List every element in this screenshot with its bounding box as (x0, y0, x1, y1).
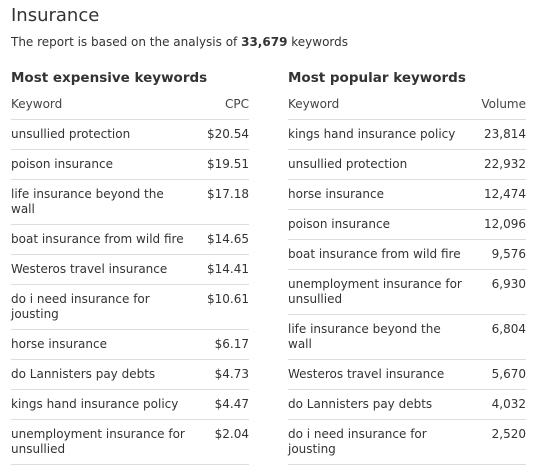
table-row: unsullied protection 22,932 (288, 150, 526, 180)
table-row: horse insurance $6.17 (11, 330, 249, 360)
summary-count: 33,679 (241, 35, 288, 49)
value: $17.18 (207, 187, 249, 201)
keyword: do Lannisters pay debts (288, 397, 433, 411)
summary: The report is based on the analysis of 3… (11, 35, 348, 49)
keyword: do i need insurance for jousting (288, 427, 427, 456)
header-row: Keyword CPC (11, 90, 249, 120)
column-header: Keyword (11, 97, 63, 111)
table-title: Most expensive keywords (11, 70, 208, 86)
table-row: unemployment insurance for unsullied $2.0… (11, 420, 249, 465)
table-row: poison insurance 12,096 (288, 210, 526, 240)
keyword: poison insurance (288, 217, 390, 231)
value: 2,520 (491, 427, 526, 441)
value: 23,814 (484, 127, 526, 141)
keyword: poison insurance (11, 157, 113, 171)
table-row: unsullied protection $20.54 (11, 120, 249, 150)
keyword: horse insurance (288, 187, 384, 201)
table-row: horse insurance 12,474 (288, 180, 526, 210)
table-row: boat insurance from wild fire 9,576 (288, 240, 526, 270)
keyword: unsullied protection (11, 127, 131, 141)
value: 6,930 (491, 277, 526, 291)
value: 5,670 (491, 367, 526, 381)
value: 9,576 (491, 247, 526, 261)
keyword: life insurance beyond the wall (288, 322, 441, 351)
table-row: kings hand insurance policy 23,814 (288, 120, 526, 150)
keyword: kings hand insurance policy (288, 127, 456, 141)
summary-prefix: The report is based on the analysis of (11, 35, 238, 49)
summary-suffix: keywords (291, 35, 349, 49)
keyword: life insurance beyond the wall (11, 187, 164, 216)
value: 22,932 (484, 157, 526, 171)
keyword: unemployment insurance for unsullied (288, 277, 462, 306)
keyword: unemployment insurance for unsullied (11, 427, 185, 456)
value: 4,032 (491, 397, 526, 411)
keyword: boat insurance from wild fire (288, 247, 461, 261)
keyword: Westeros travel insurance (288, 367, 445, 381)
value: $20.54 (207, 127, 249, 141)
table-title: Most popular keywords (288, 70, 466, 86)
value: 12,474 (484, 187, 526, 201)
keyword: unsullied protection (288, 157, 408, 171)
table-row: unemployment insurance for unsullied 6,93… (288, 270, 526, 315)
table-row: poison insurance $19.51 (11, 150, 249, 180)
value: $10.61 (207, 292, 249, 306)
value: $14.41 (207, 262, 249, 276)
keyword: boat insurance from wild fire (11, 232, 184, 246)
value: 12,096 (484, 217, 526, 231)
value: 6,804 (491, 322, 526, 336)
table-row: Westeros travel insurance $14.41 (11, 255, 249, 285)
table-row: do i need insurance for jousting $10.61 (11, 285, 249, 330)
column-header: Volume (481, 97, 526, 111)
table-row: do i need insurance for jousting 2,520 (288, 420, 526, 465)
table-row: boat insurance from wild fire $14.65 (11, 225, 249, 255)
keyword: do i need insurance for jousting (11, 292, 150, 321)
table-row: life insurance beyond the wall $17.18 (11, 180, 249, 225)
table: Most expensive keywords Keyword CPC unsulli… (11, 68, 249, 465)
table-row: do Lannisters pay debts 4,032 (288, 390, 526, 420)
table-row: life insurance beyond the wall 6,804 (288, 315, 526, 360)
value: $2.04 (214, 427, 249, 441)
table: Most popular keywords Keyword Volume kings … (288, 68, 526, 465)
page: {"header":{"title":"Insurance","summary_… (11, 5, 526, 465)
body: Insurance The report is based on the ana… (11, 5, 526, 465)
table-row: Westeros travel insurance 5,670 (288, 360, 526, 390)
value: $14.65 (207, 232, 249, 246)
column-header: CPC (225, 97, 249, 111)
keyword: Westeros travel insurance (11, 262, 168, 276)
value: $4.73 (214, 367, 249, 381)
table-row: do Lannisters pay debts $4.73 (11, 360, 249, 390)
value: $4.47 (214, 397, 249, 411)
column-header: Keyword (288, 97, 340, 111)
keyword: do Lannisters pay debts (11, 367, 156, 381)
value: $19.51 (207, 157, 249, 171)
header-row: Keyword Volume (288, 90, 526, 120)
value: $6.17 (214, 337, 249, 351)
keyword: horse insurance (11, 337, 107, 351)
title: Insurance (11, 5, 100, 26)
keyword: kings hand insurance policy (11, 397, 179, 411)
table-row: kings hand insurance policy $4.47 (11, 390, 249, 420)
